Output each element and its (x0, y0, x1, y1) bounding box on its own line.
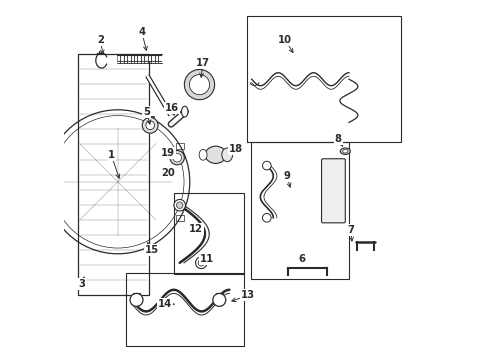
Text: 9: 9 (283, 171, 290, 181)
Bar (176, 143, 184, 149)
Ellipse shape (222, 148, 232, 162)
Circle shape (212, 293, 225, 306)
Bar (176, 215, 184, 221)
Circle shape (189, 75, 209, 95)
Text: 12: 12 (188, 224, 203, 234)
Text: 14: 14 (158, 299, 172, 309)
Circle shape (142, 117, 158, 133)
Ellipse shape (340, 148, 349, 154)
Bar (247, 16, 400, 142)
Bar (125, 273, 244, 346)
Text: 10: 10 (278, 35, 292, 45)
Circle shape (176, 202, 183, 208)
Bar (250, 142, 348, 279)
Circle shape (262, 161, 270, 170)
Text: 19: 19 (161, 148, 175, 158)
Bar (51, 143, 60, 149)
FancyBboxPatch shape (321, 159, 345, 223)
Text: 4: 4 (138, 27, 145, 37)
Circle shape (262, 213, 270, 222)
Circle shape (130, 293, 142, 306)
Text: 16: 16 (164, 103, 179, 113)
Bar (51, 215, 60, 221)
Text: 6: 6 (298, 254, 305, 264)
Text: 2: 2 (97, 35, 104, 45)
Circle shape (184, 69, 214, 100)
Bar (78, 54, 149, 295)
Circle shape (145, 121, 154, 130)
Circle shape (172, 153, 181, 162)
Text: 3: 3 (78, 279, 85, 289)
Circle shape (195, 257, 206, 269)
Ellipse shape (181, 106, 187, 117)
Circle shape (170, 150, 184, 165)
Circle shape (174, 199, 185, 211)
Text: 17: 17 (196, 58, 210, 68)
Text: 1: 1 (107, 150, 115, 160)
Text: 13: 13 (241, 290, 255, 300)
Circle shape (198, 260, 204, 266)
Text: 20: 20 (161, 168, 174, 178)
Ellipse shape (342, 149, 347, 153)
Ellipse shape (205, 146, 225, 163)
Bar (174, 193, 244, 274)
Text: 15: 15 (144, 245, 159, 255)
Text: 5: 5 (143, 107, 150, 117)
Text: 11: 11 (199, 254, 213, 264)
Ellipse shape (199, 149, 206, 160)
Text: 8: 8 (334, 134, 341, 144)
Text: 7: 7 (346, 225, 353, 235)
Text: 18: 18 (228, 144, 243, 154)
